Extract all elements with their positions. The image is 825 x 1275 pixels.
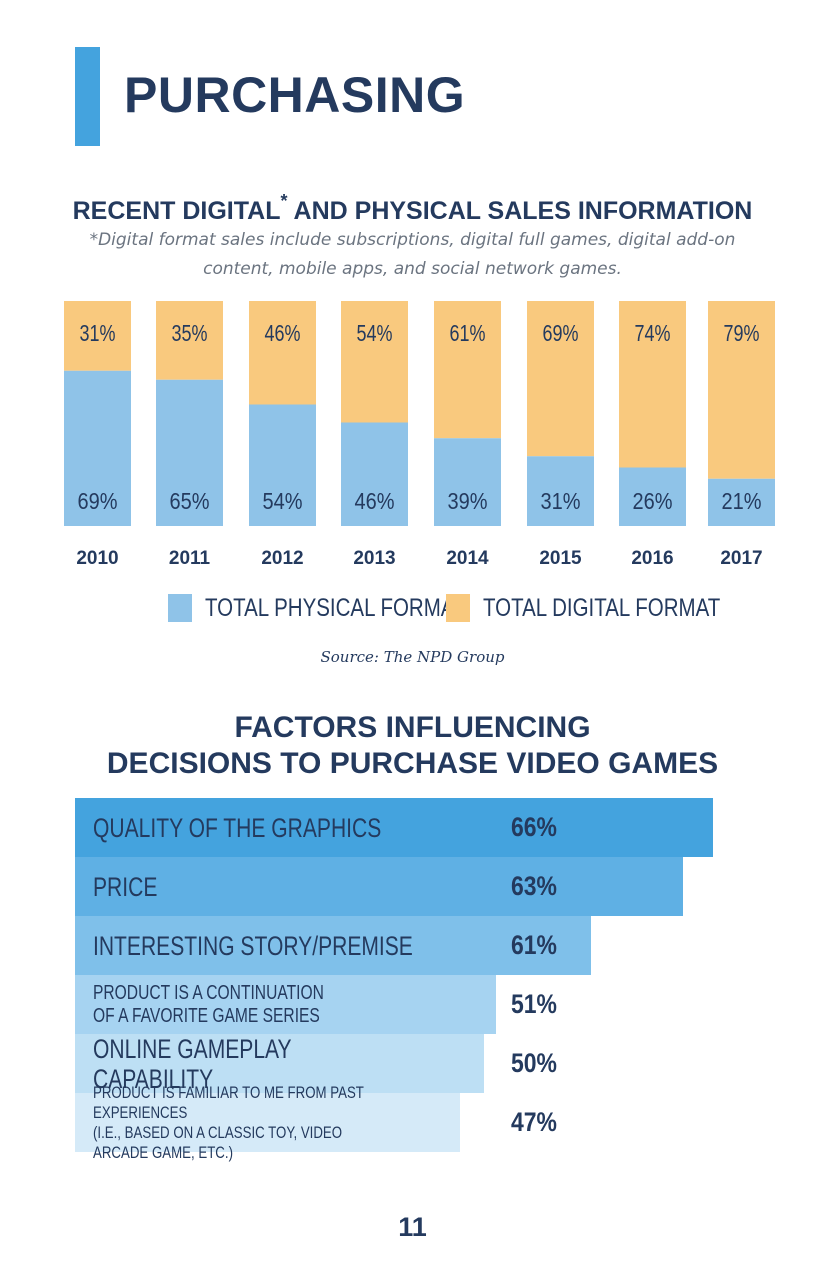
- legend-label-digital: TOTAL DIGITAL FORMAT: [483, 594, 721, 622]
- bar-digital-2011: [156, 301, 223, 380]
- legend-label-physical: TOTAL PHYSICAL FORMAT: [205, 594, 466, 622]
- factor-label-2: PRICE: [93, 857, 157, 916]
- factor-label-text-2: PRICE: [93, 871, 158, 902]
- factor-bar-2: PRICE: [75, 857, 683, 916]
- factor-label-1: QUALITY OF THE GRAPHICS: [93, 798, 381, 857]
- label-physical-2014: 39%: [448, 488, 488, 514]
- bar-physical-2011: [156, 379, 223, 526]
- bar-physical-2014: [434, 438, 501, 526]
- bar-physical-2017: [708, 478, 775, 526]
- bar-digital-2017: [708, 301, 775, 479]
- factor-value-1: 66%: [511, 812, 557, 842]
- factor-label-text-3: INTERESTING STORY/PREMISE: [93, 930, 413, 961]
- factor-bar-5: ONLINE GAMEPLAY CAPABILITY: [75, 1033, 484, 1094]
- year-label-2017: 2017: [720, 548, 762, 569]
- label-digital-2016: 74%: [635, 320, 671, 346]
- bar-physical-2012: [249, 404, 316, 526]
- year-label-2016: 2016: [631, 548, 673, 569]
- factor-label-text-5: ONLINE GAMEPLAY CAPABILITY: [93, 1033, 292, 1094]
- factor-bar-1: QUALITY OF THE GRAPHICS: [75, 798, 713, 857]
- factor-value-5: 50%: [511, 1048, 557, 1078]
- legend-swatch-digital: [446, 594, 470, 622]
- label-digital-2015: 69%: [543, 320, 579, 346]
- sales-chart-title-star: *: [280, 191, 288, 211]
- bar-digital-2015: [527, 301, 594, 457]
- bar-digital-2010: [64, 301, 131, 371]
- year-label-2013: 2013: [353, 548, 395, 569]
- bar-digital-2014: [434, 301, 501, 439]
- factor-value-2: 63%: [511, 871, 557, 901]
- label-digital-2010: 31%: [80, 320, 116, 346]
- factors-title-line2: DECISIONS TO PURCHASE VIDEO GAMES: [106, 747, 719, 780]
- page-number: 11: [398, 1212, 427, 1242]
- bar-digital-2013: [341, 301, 408, 423]
- label-physical-2016: 26%: [633, 488, 673, 514]
- sales-chart-title-rest: AND PHYSICAL SALES INFORMATION: [287, 197, 753, 225]
- bar-physical-2010: [64, 370, 131, 526]
- factor-label-text-1: QUALITY OF THE GRAPHICS: [93, 812, 382, 843]
- bar-physical-2016: [619, 467, 686, 526]
- factor-label-text-4: PRODUCT IS A CONTINUATION OF A FAVORITE …: [93, 981, 324, 1027]
- label-digital-2013: 54%: [357, 320, 393, 346]
- factor-bar-3: INTERESTING STORY/PREMISE: [75, 916, 591, 975]
- factor-label-5: ONLINE GAMEPLAY CAPABILITY: [93, 1033, 398, 1094]
- label-digital-2011: 35%: [172, 320, 208, 346]
- factor-bar-6: PRODUCT IS FAMILIAR TO ME FROM PAST EXPE…: [75, 1083, 460, 1162]
- factor-label-3: INTERESTING STORY/PREMISE: [93, 916, 413, 975]
- label-physical-2011: 65%: [170, 488, 210, 514]
- bar-digital-2016: [619, 301, 686, 468]
- source-note: Source: The NPD Group: [320, 648, 505, 666]
- year-label-2010: 2010: [76, 548, 118, 569]
- sales-chart-title: RECENT DIGITAL* AND PHYSICAL SALES INFOR…: [0, 183, 825, 229]
- digital-footnote: *Digital format sales include subscripti…: [89, 230, 736, 279]
- bar-physical-2013: [341, 422, 408, 526]
- bar-physical-2015: [527, 456, 594, 526]
- bar-digital-2012: [249, 301, 316, 405]
- factor-value-4: 51%: [511, 989, 557, 1019]
- label-physical-2010: 69%: [78, 488, 118, 514]
- factor-value-3: 61%: [511, 930, 557, 960]
- label-digital-2017: 79%: [724, 320, 760, 346]
- factors-chart-title: FACTORS INFLUENCING DECISIONS TO PURCHAS…: [0, 710, 825, 782]
- year-label-2014: 2014: [446, 548, 489, 569]
- legend-swatch-physical: [168, 594, 192, 622]
- title-accent-bar: [75, 47, 100, 146]
- factor-bar-4: PRODUCT IS A CONTINUATION OF A FAVORITE …: [75, 975, 496, 1034]
- page-title: PURCHASING: [124, 67, 466, 123]
- label-digital-2012: 46%: [265, 320, 301, 346]
- factor-label-text-6: PRODUCT IS FAMILIAR TO ME FROM PAST EXPE…: [93, 1082, 364, 1162]
- sales-chart-legend: TOTAL PHYSICAL FORMAT TOTAL DIGITAL FORM…: [0, 592, 825, 626]
- label-physical-2015: 31%: [541, 488, 581, 514]
- factor-label-6: PRODUCT IS FAMILIAR TO ME FROM PAST EXPE…: [93, 1083, 379, 1162]
- year-label-2011: 2011: [169, 548, 211, 569]
- label-physical-2017: 21%: [722, 488, 762, 514]
- label-digital-2014: 61%: [450, 320, 486, 346]
- factor-label-4: PRODUCT IS A CONTINUATION OF A FAVORITE …: [93, 975, 324, 1034]
- label-physical-2013: 46%: [355, 488, 395, 514]
- factors-title-line1: FACTORS INFLUENCING: [234, 711, 591, 744]
- year-label-2012: 2012: [261, 548, 303, 569]
- factor-value-6: 47%: [511, 1107, 557, 1137]
- label-physical-2012: 54%: [263, 488, 303, 514]
- sales-stacked-bar-chart: 31% 69% 2010 35% 65% 2011 46% 54% 2012 54% 46% 2013…: [64, 301, 775, 569]
- year-label-2015: 2015: [539, 548, 582, 569]
- sales-chart-title-main: RECENT DIGITAL: [72, 197, 281, 225]
